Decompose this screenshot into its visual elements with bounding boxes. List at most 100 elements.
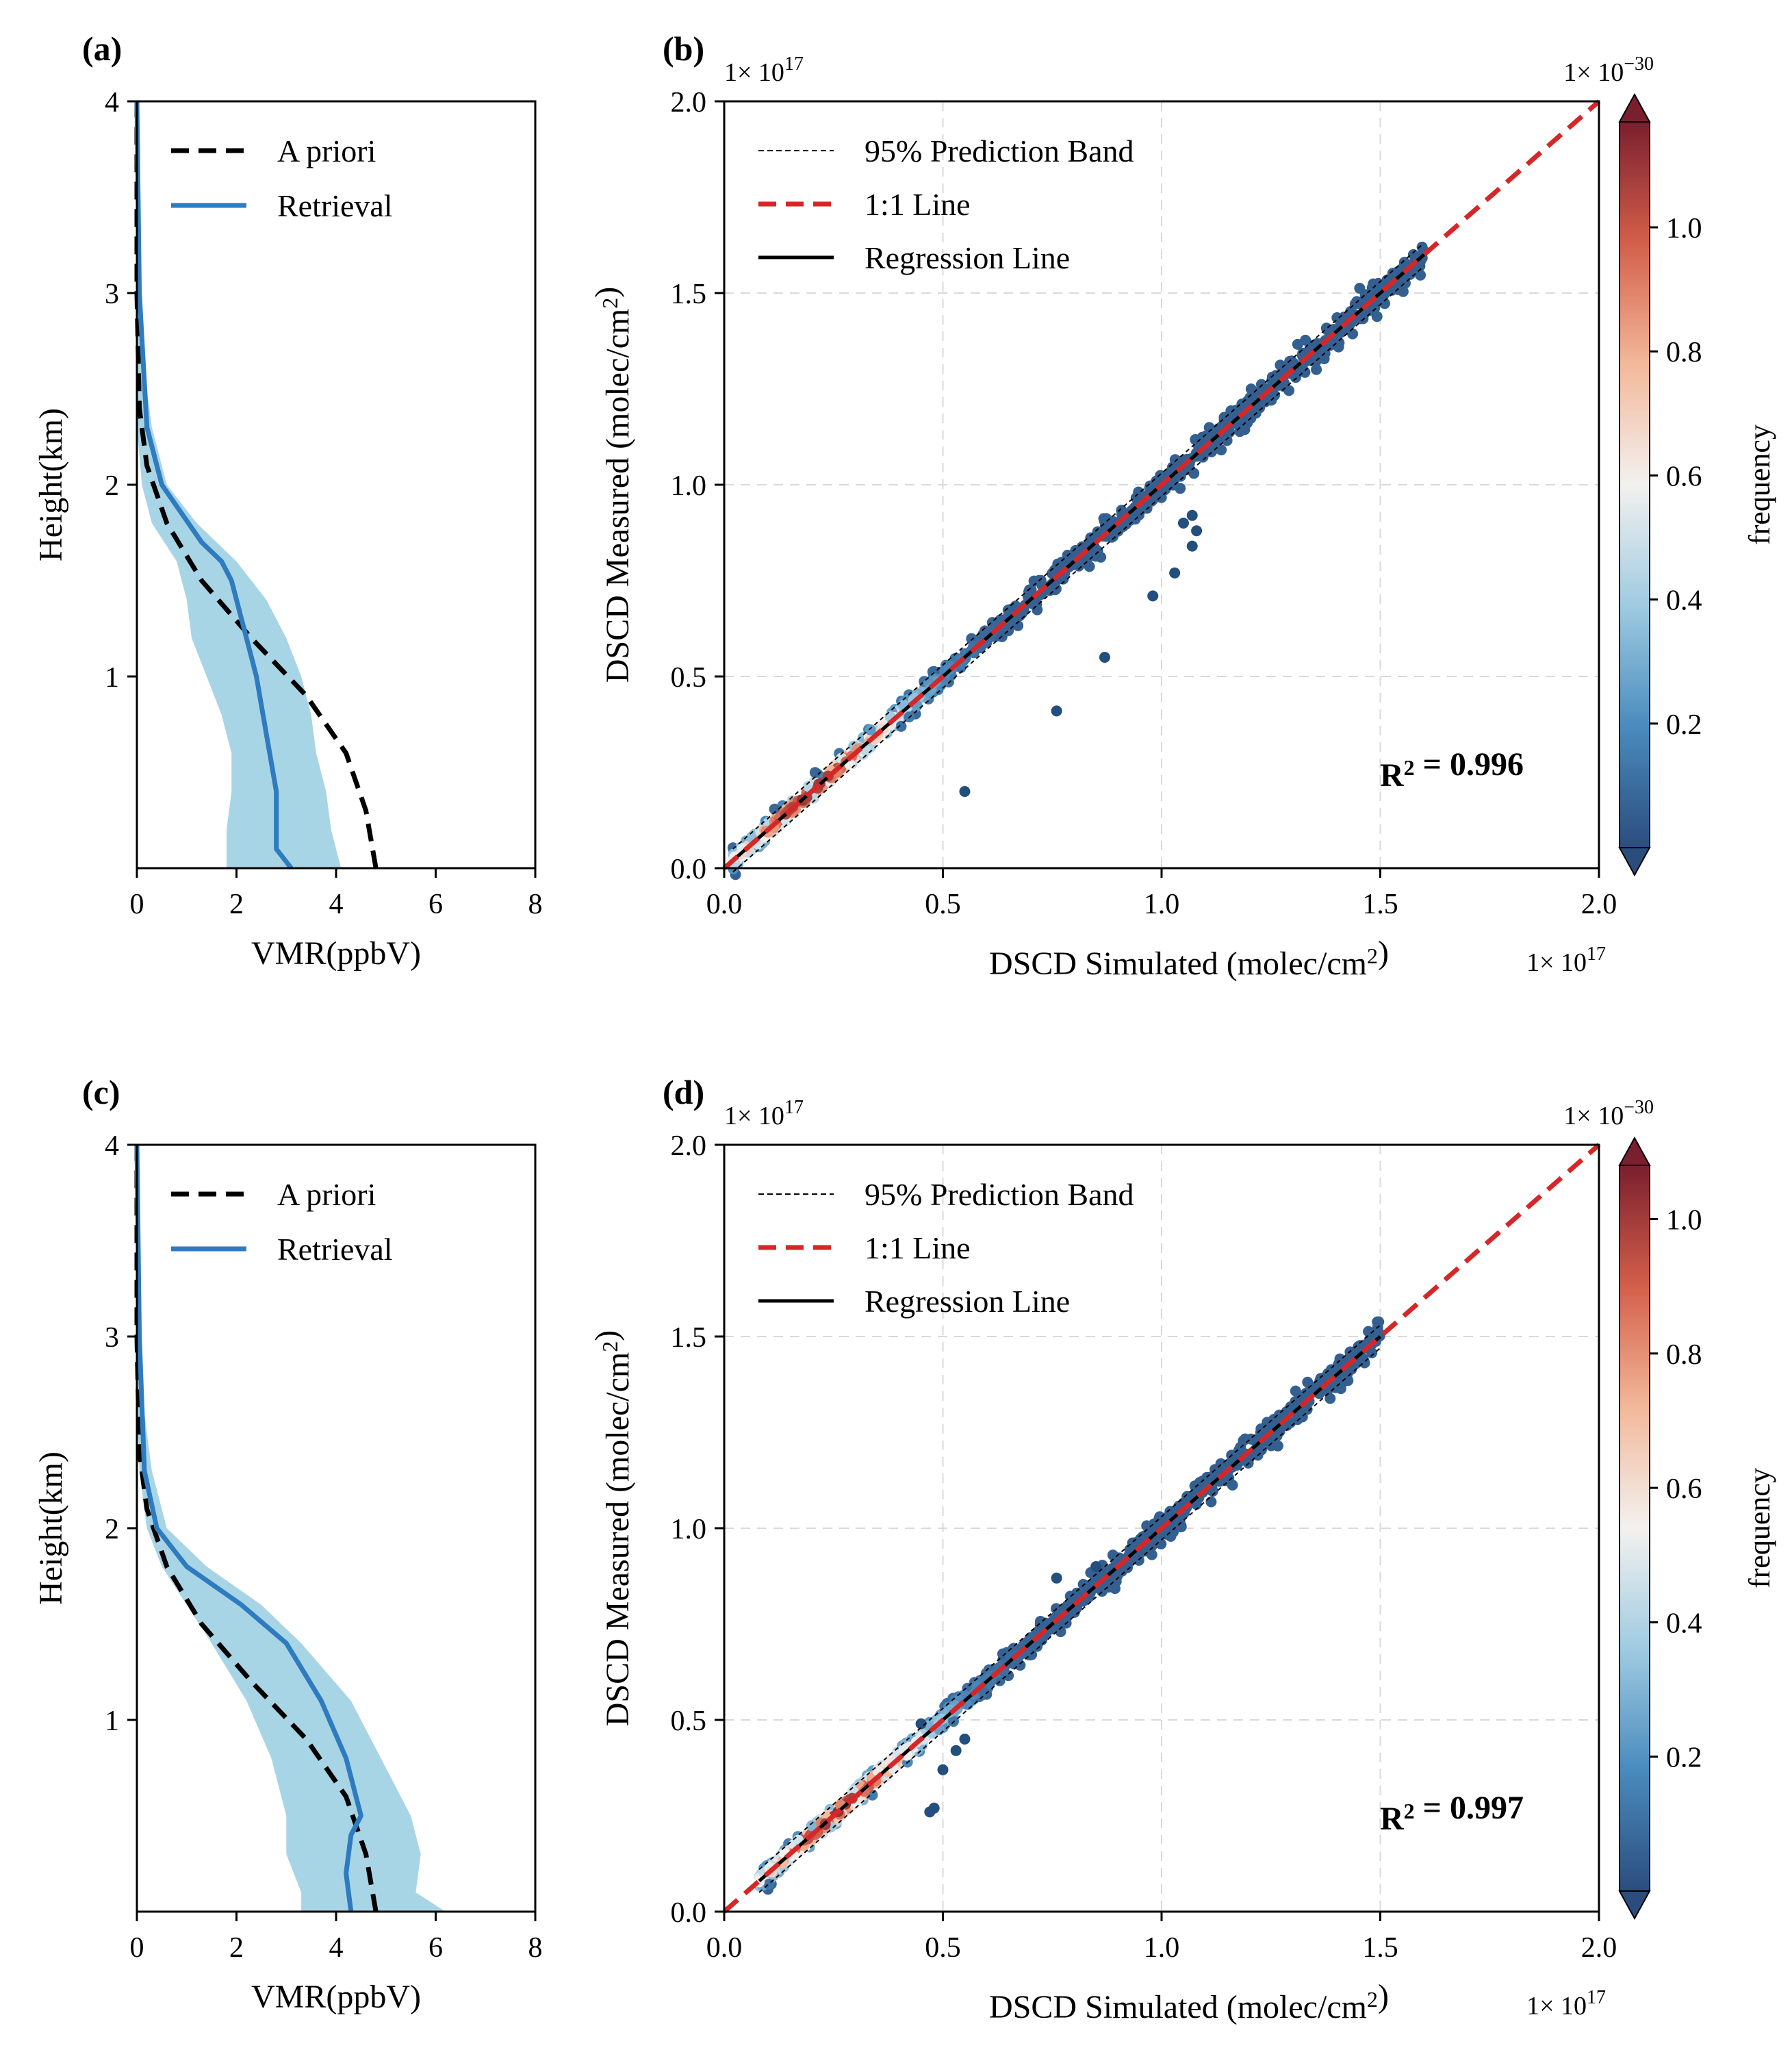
scatter-outlier (1177, 518, 1189, 529)
scatter-point (1269, 1439, 1281, 1450)
scatter-point (1316, 349, 1327, 360)
scatter-points (754, 1316, 1385, 1895)
y-tick-label: 1 (105, 662, 119, 694)
y-tick-label: 2 (105, 470, 119, 502)
x-tick-label: 2 (229, 889, 244, 920)
scatter-point (1416, 241, 1428, 253)
x-scale-label: 1× 1017 (1526, 1987, 1606, 2020)
scatter-point (1275, 359, 1286, 371)
scatter-point (1055, 1626, 1066, 1638)
x-axis-label: DSCD Simulated (molec/cm2) (989, 935, 1389, 982)
y-tick-label: 0.0 (671, 1897, 707, 1929)
panel-label: (c) (82, 1073, 120, 1111)
scatter-outlier (959, 1734, 971, 1745)
x-axis-label: VMR(ppbV) (251, 1979, 421, 2015)
colorbar-label: frequency (1743, 425, 1776, 545)
legend-apriori-label: A priori (277, 1177, 376, 1212)
r-squared-label: R2 = 0.996 (1380, 746, 1524, 794)
legend-one-to-one-label: 1:1 Line (865, 1230, 971, 1265)
panel-label: (d) (663, 1073, 704, 1111)
prediction-band-upper (732, 242, 1425, 850)
y-tick-label: 1.5 (671, 279, 707, 310)
scatter-point (1299, 366, 1311, 378)
scatter-point (1311, 364, 1322, 375)
scatter-point (1373, 1316, 1385, 1328)
scatter-point (1374, 1328, 1385, 1339)
scatter-point (1290, 1385, 1301, 1397)
colorbar-scale-label: 1× 10−30 (1563, 53, 1654, 87)
x-tick-label: 0.5 (925, 889, 961, 920)
legend-apriori-label: A priori (277, 134, 376, 168)
scatter-point (1369, 303, 1381, 314)
colorbar-label: frequency (1743, 1468, 1776, 1588)
y-tick-label: 0.0 (671, 854, 707, 885)
colorbar-min-arrow (1618, 1890, 1651, 1921)
scatter-point (1269, 390, 1280, 401)
scatter-point (1301, 1387, 1311, 1399)
colorbar-min-arrow (1618, 847, 1651, 877)
x-tick-label: 4 (329, 889, 344, 920)
scatter-point (1189, 1480, 1201, 1492)
colorbar (1619, 1165, 1650, 1892)
colorbar-tick-label: 0.8 (1666, 1339, 1702, 1371)
scatter-point (1056, 557, 1068, 568)
x-tick-label: 1.0 (1144, 1932, 1180, 1964)
scatter-point (1031, 598, 1042, 610)
scatter-point (1100, 520, 1111, 532)
legend-regression-label: Regression Line (865, 240, 1070, 275)
scatter-outlier (959, 786, 971, 797)
scatter-outlier (937, 1764, 949, 1775)
x-axis-label: VMR(ppbV) (251, 935, 421, 972)
scatter-point (1028, 575, 1040, 587)
scatter-point (1363, 1326, 1374, 1337)
legend-band-label: 95% Prediction Band (865, 134, 1134, 168)
scatter-point (1205, 1496, 1217, 1508)
colorbar-tick-label: 0.4 (1666, 1608, 1702, 1639)
panel-label: (b) (663, 29, 704, 68)
y-tick-label: 4 (105, 87, 119, 118)
scatter-outlier (1169, 567, 1181, 579)
one-to-one-line (722, 99, 1601, 870)
scatter-point (895, 720, 907, 732)
retrieval-line (134, 101, 294, 870)
x-tick-label: 2.0 (1581, 889, 1617, 920)
scatter-point (865, 724, 876, 736)
scatter-point (1110, 1575, 1122, 1587)
x-tick-label: 1.0 (1144, 889, 1180, 920)
y-tick-label: 0.5 (671, 1706, 707, 1737)
y-tick-label: 1.5 (671, 1322, 707, 1354)
scatter-point (1146, 1549, 1157, 1560)
scatter-point (1407, 249, 1419, 260)
r-squared-label: R2 = 0.997 (1380, 1790, 1524, 1837)
x-tick-label: 0.0 (706, 1932, 743, 1964)
colorbar-tick-label: 0.6 (1666, 1473, 1702, 1505)
apriori-line (134, 1145, 379, 1912)
scatter-point (1035, 1616, 1046, 1627)
scatter-point (1221, 435, 1233, 446)
scatter-point (769, 803, 780, 815)
legend-regression-label: Regression Line (865, 1284, 1070, 1319)
colorbar-tick-label: 0.2 (1666, 1743, 1702, 1774)
y-tick-label: 1.0 (671, 1514, 707, 1545)
scatter-point (1240, 1433, 1251, 1445)
x-scale-label: 1× 1017 (1526, 943, 1606, 977)
x-axis-label: DSCD Simulated (molec/cm2) (989, 1978, 1389, 2025)
x-tick-label: 2.0 (1581, 1932, 1617, 1964)
y-scale-label: 1× 1017 (724, 53, 804, 87)
scatter-point (1333, 337, 1345, 349)
colorbar-tick-label: 1.0 (1666, 213, 1702, 244)
prediction-band-lower (758, 1347, 1381, 1893)
x-tick-label: 2 (229, 1932, 244, 1964)
x-tick-label: 8 (528, 1932, 543, 1964)
scatter-outlier (1186, 540, 1198, 552)
scatter-point (1268, 1416, 1280, 1428)
scatter-outlier (928, 1802, 940, 1814)
one-to-one-line (722, 1143, 1601, 1914)
scatter-outlier (1191, 525, 1203, 537)
scatter-point (1127, 1537, 1138, 1549)
scatter-point (1255, 379, 1267, 390)
colorbar (1619, 121, 1650, 848)
scatter-point (1290, 1396, 1301, 1407)
y-axis-label: Height(km) (33, 408, 69, 561)
x-tick-label: 1.5 (1362, 889, 1398, 920)
